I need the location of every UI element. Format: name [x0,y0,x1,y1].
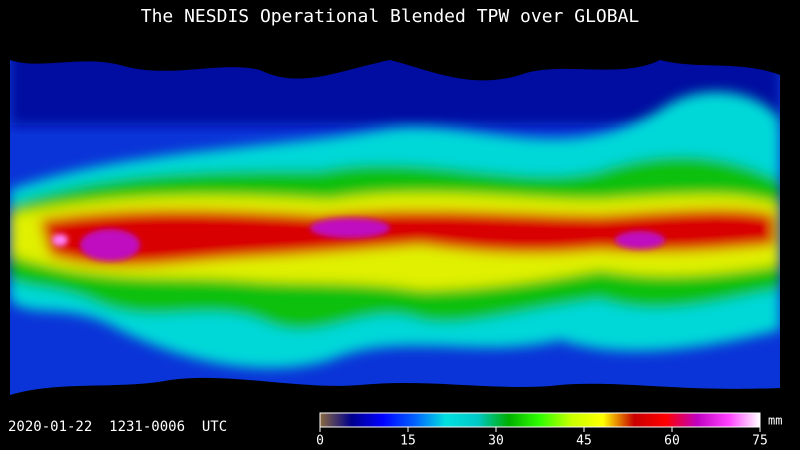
colorbar-tick-label: 30 [488,434,504,449]
title: The NESDIS Operational Blended TPW over … [141,6,640,27]
colorbar-tick-label: 75 [752,434,768,449]
colorbar [319,412,761,428]
tpw-map [10,35,780,405]
colorbar-tick-label: 60 [664,434,680,449]
colorbar-tick-label: 15 [400,434,416,449]
colorbar-unit: mm [768,414,782,428]
colorbar-tick-label: 0 [316,434,324,449]
land-mask [10,35,780,405]
colorbar-tick-label: 45 [576,434,592,449]
timestamp: 2020-01-22 1231-0006 UTC [8,419,227,435]
